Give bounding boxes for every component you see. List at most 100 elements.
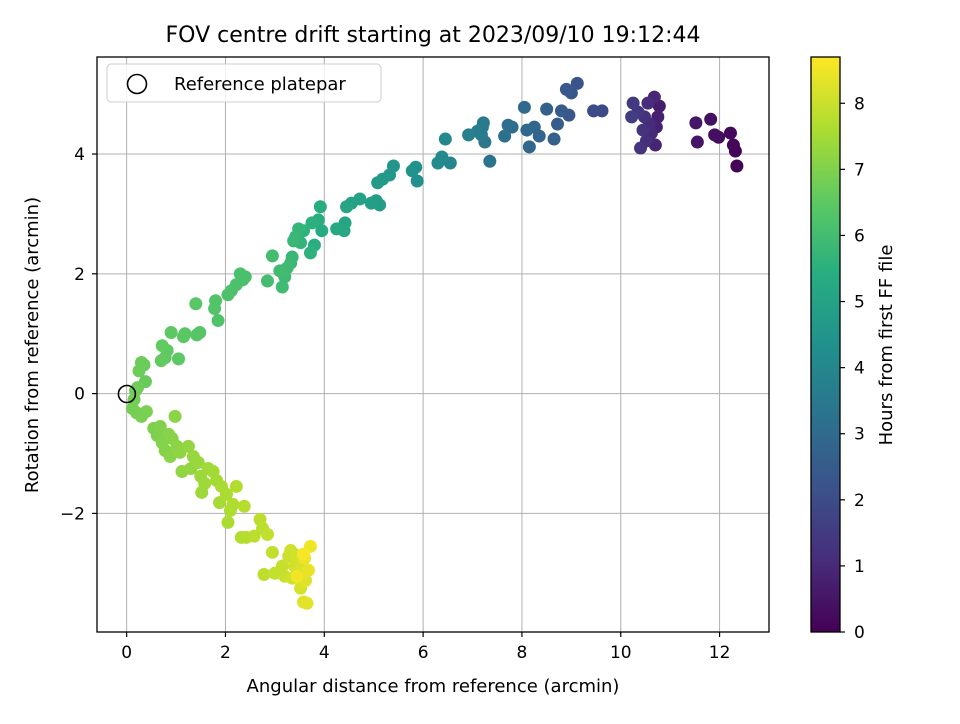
- data-point: [208, 302, 222, 316]
- data-point: [260, 527, 274, 541]
- reference-platepar-marker: [117, 384, 137, 404]
- data-point: [155, 339, 169, 353]
- data-point: [410, 174, 424, 188]
- colorbar-tick-label: 8: [854, 94, 865, 114]
- data-point: [290, 569, 304, 583]
- data-point: [438, 132, 452, 146]
- colorbar-label: Hours from first FF file: [876, 245, 897, 446]
- legend-marker-icon: [126, 73, 148, 95]
- data-point: [221, 288, 235, 302]
- x-axis-label: Angular distance from reference (arcmin): [247, 676, 620, 697]
- data-point: [315, 224, 329, 238]
- data-point: [522, 140, 536, 154]
- y-tick-label: −2: [60, 504, 85, 524]
- data-point: [330, 222, 344, 236]
- legend-box: [106, 63, 382, 103]
- y-tick-label: 2: [74, 265, 85, 285]
- data-point: [190, 328, 204, 342]
- data-point: [547, 132, 561, 146]
- data-point: [625, 110, 639, 124]
- y-tick-label: 0: [74, 385, 85, 405]
- y-tick-label: 4: [74, 145, 85, 165]
- axes: 0 2 4 6 8 10 12 −2 0 2 4: [60, 145, 730, 663]
- data-point: [297, 547, 311, 561]
- data-point: [641, 96, 655, 110]
- colorbar-tick-label: 7: [854, 160, 865, 180]
- data-point: [163, 450, 177, 464]
- x-tick-label: 4: [319, 643, 330, 663]
- data-point: [730, 159, 744, 173]
- data-point: [689, 116, 703, 130]
- data-point: [313, 200, 327, 214]
- data-point: [265, 545, 279, 559]
- data-point: [364, 196, 378, 210]
- data-point: [168, 409, 182, 423]
- data-point: [483, 154, 497, 168]
- data-point: [275, 559, 289, 573]
- data-point: [498, 129, 512, 143]
- data-point: [233, 267, 247, 281]
- legend-entry-reference-platepar: Reference platepar: [174, 74, 346, 95]
- data-point: [340, 200, 354, 214]
- data-point: [260, 274, 274, 288]
- data-point: [191, 455, 205, 469]
- data-point: [198, 476, 212, 490]
- data-point: [226, 497, 240, 511]
- y-axis-label: Rotation from reference (arcmin): [22, 197, 43, 493]
- data-point: [189, 297, 203, 311]
- colorbar-tick-label: 1: [854, 557, 865, 577]
- data-point: [305, 216, 319, 230]
- data-point: [154, 354, 168, 368]
- data-point: [273, 264, 287, 278]
- data-point: [634, 141, 648, 155]
- data-point: [303, 246, 317, 260]
- data-point: [708, 128, 722, 142]
- data-point: [726, 138, 740, 152]
- data-point: [229, 479, 243, 493]
- grid-lines: [97, 57, 769, 632]
- data-point: [723, 126, 737, 140]
- x-tick-label: 2: [220, 643, 231, 663]
- colorbar-tick-label: 0: [854, 623, 865, 643]
- data-point: [517, 100, 531, 114]
- data-point: [636, 123, 650, 137]
- data-point: [626, 96, 640, 110]
- data-point: [520, 123, 534, 137]
- data-point: [164, 326, 178, 340]
- data-point: [554, 104, 568, 118]
- data-point: [247, 529, 261, 543]
- data-point: [219, 487, 233, 501]
- data-point: [559, 82, 573, 96]
- scatter-points: [126, 76, 744, 610]
- data-point: [371, 176, 385, 190]
- data-point: [690, 135, 704, 149]
- data-point: [275, 280, 289, 294]
- data-point: [501, 118, 515, 132]
- plot-area-frame: [96, 56, 770, 633]
- data-point: [570, 76, 584, 90]
- colorbar-tick-label: 3: [854, 425, 865, 445]
- data-point: [139, 405, 153, 419]
- data-point: [221, 515, 235, 529]
- x-tick-label: 8: [517, 643, 528, 663]
- data-point: [431, 156, 445, 170]
- colorbar-tick-label: 2: [854, 491, 865, 511]
- data-point: [300, 596, 314, 610]
- colorbar: [810, 56, 841, 633]
- data-point: [704, 112, 718, 126]
- data-point: [265, 249, 279, 263]
- x-tick-label: 6: [418, 643, 429, 663]
- data-point: [551, 117, 565, 131]
- data-point: [462, 128, 476, 142]
- data-point: [587, 104, 601, 118]
- legend: Reference platepar: [106, 63, 382, 103]
- data-point: [181, 439, 195, 453]
- data-point: [237, 499, 251, 513]
- colorbar-ticks: 0 1 2 3 4 5 6 7 8: [840, 94, 865, 643]
- data-point: [211, 314, 225, 328]
- data-point: [405, 164, 419, 178]
- data-point: [153, 420, 167, 434]
- data-point: [257, 568, 271, 581]
